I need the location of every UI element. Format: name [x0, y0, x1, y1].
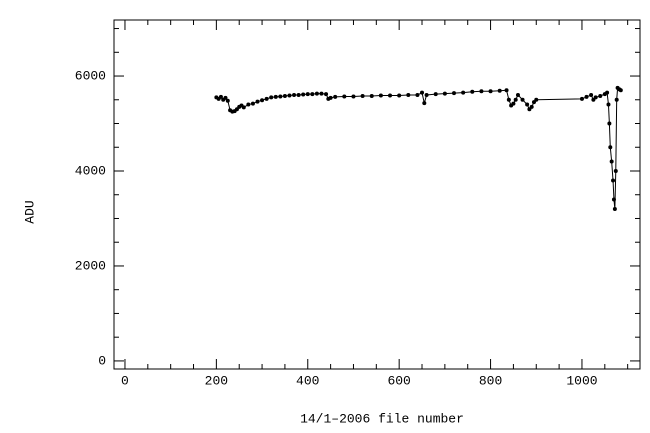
y-tick-label: 2000	[75, 258, 106, 273]
data-point	[497, 88, 502, 93]
data-point	[273, 94, 278, 99]
data-point	[612, 206, 617, 211]
data-point	[328, 95, 333, 100]
data-point	[461, 90, 466, 95]
data-point	[305, 92, 310, 97]
data-point	[223, 95, 228, 100]
data-point	[511, 101, 516, 106]
data-point	[579, 96, 584, 101]
data-point	[246, 102, 251, 107]
data-point	[515, 93, 520, 98]
data-point	[525, 102, 530, 107]
data-point	[360, 93, 365, 98]
x-tick-label: 200	[205, 373, 228, 388]
x-tick-label: 600	[387, 373, 410, 388]
data-point	[388, 93, 393, 98]
data-point	[609, 159, 614, 164]
data-point	[488, 89, 493, 94]
data-point	[260, 98, 265, 103]
data-point	[241, 105, 246, 110]
data-point	[506, 97, 511, 102]
data-point	[314, 91, 319, 96]
data-point	[406, 93, 411, 98]
data-point	[513, 97, 518, 102]
data-point	[605, 90, 610, 95]
data-point	[225, 98, 230, 103]
data-point	[301, 92, 306, 97]
data-point	[611, 197, 616, 202]
data-point	[282, 93, 287, 98]
x-tick-label: 800	[479, 373, 502, 388]
plot-frame	[113, 19, 641, 370]
data-point	[278, 94, 283, 99]
data-line	[216, 86, 622, 210]
y-axis-label: ADU	[22, 200, 37, 223]
data-point	[606, 102, 611, 107]
data-point	[324, 92, 329, 97]
data-point	[424, 93, 429, 98]
data-point	[520, 97, 525, 102]
x-tick-label: 0	[121, 373, 129, 388]
data-point	[433, 92, 438, 97]
x-tick-label: 400	[296, 373, 319, 388]
data-point	[598, 93, 603, 98]
data-point	[415, 93, 420, 98]
data-point	[264, 96, 269, 101]
x-tick-label: 1000	[566, 373, 597, 388]
data-point	[342, 94, 347, 99]
y-tick-label: 4000	[75, 163, 106, 178]
data-point	[534, 97, 539, 102]
data-point	[218, 94, 223, 99]
data-point	[618, 88, 623, 93]
data-point	[255, 99, 260, 104]
data-point	[479, 89, 484, 94]
data-point	[584, 94, 589, 99]
data-point	[422, 101, 427, 106]
data-point	[593, 95, 598, 100]
data-point	[613, 168, 618, 173]
data-point	[442, 91, 447, 96]
data-point	[608, 145, 613, 150]
data-point	[333, 94, 338, 99]
data-point	[292, 93, 297, 98]
data-point	[470, 89, 475, 94]
y-tick-label: 0	[98, 353, 106, 368]
data-point	[310, 92, 315, 97]
data-point	[378, 93, 383, 98]
data-point	[287, 93, 292, 98]
data-point	[420, 90, 425, 95]
data-point	[397, 93, 402, 98]
data-point	[351, 94, 356, 99]
data-point	[452, 91, 457, 96]
data-point	[250, 101, 255, 106]
data-point	[611, 178, 616, 183]
data-point	[269, 95, 274, 100]
data-point	[529, 104, 534, 109]
data-point	[319, 91, 324, 96]
data-point	[607, 121, 612, 126]
data-point	[369, 93, 374, 98]
data-point	[614, 97, 619, 102]
x-axis-label: 14/1–2006 file number	[300, 411, 464, 426]
data-point	[589, 93, 594, 98]
data-point	[504, 88, 509, 93]
y-tick-label: 6000	[75, 68, 106, 83]
data-point	[296, 93, 301, 98]
